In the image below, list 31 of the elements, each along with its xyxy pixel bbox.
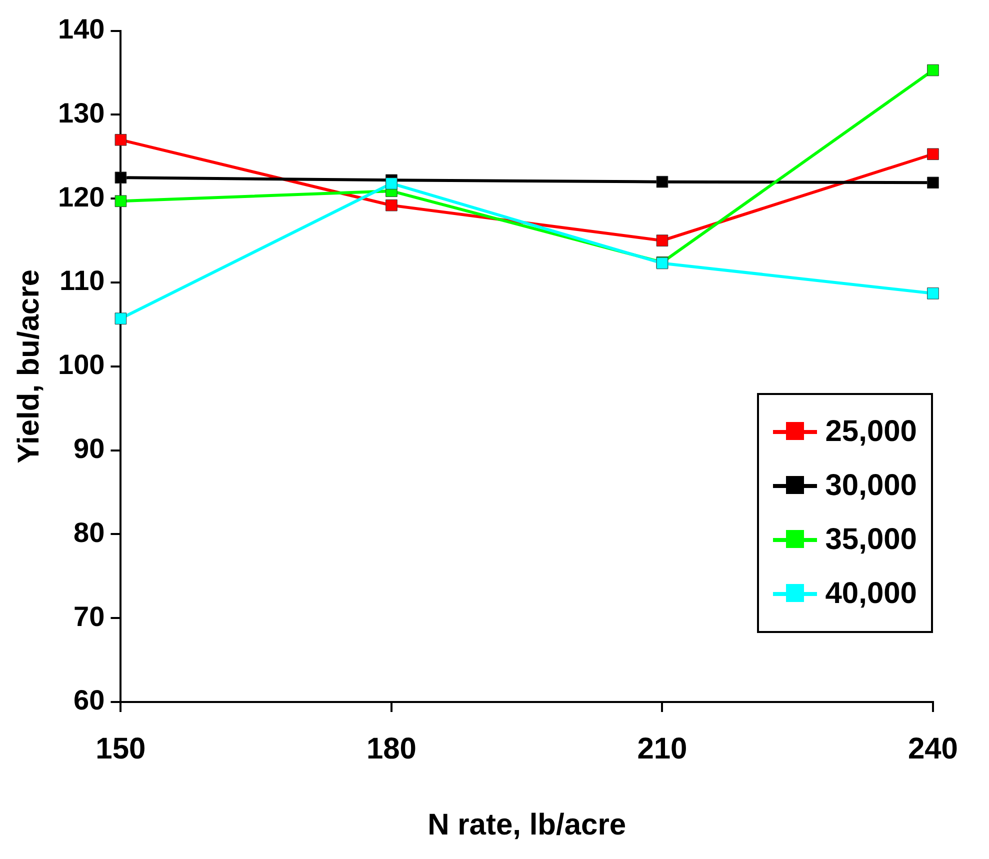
point — [386, 199, 398, 212]
point — [114, 172, 127, 184]
point — [114, 134, 127, 146]
y-tick-label: 110 — [60, 265, 105, 296]
point — [927, 64, 939, 76]
y-tick-label: 140 — [58, 14, 105, 45]
x-tick-label: 180 — [366, 732, 416, 766]
legend-label: 35,000 — [825, 523, 917, 557]
point — [927, 148, 939, 160]
y-tick-label: 60 — [74, 684, 105, 716]
y-tick-label: 90 — [74, 433, 105, 464]
legend-label: 40,000 — [825, 577, 917, 611]
point — [114, 195, 127, 208]
point — [656, 234, 668, 246]
x-tick-label: 150 — [96, 732, 146, 766]
point — [927, 288, 939, 300]
y-tick-label: 100 — [58, 349, 105, 380]
x-tick-label: 210 — [637, 732, 688, 766]
y-tick-label: 80 — [74, 516, 105, 548]
legend-label: 25,000 — [825, 415, 917, 449]
y-axis-title: Yield, bu/acre — [12, 269, 46, 464]
x-axis-title: N rate, lb/acre — [428, 808, 626, 842]
y-tick-label: 130 — [58, 97, 105, 128]
point — [114, 312, 127, 324]
point — [927, 176, 939, 189]
y-tick-label: 70 — [74, 600, 105, 632]
y-tick-label: 120 — [58, 181, 105, 212]
point — [386, 178, 398, 190]
x-tick-label: 240 — [908, 732, 958, 766]
legend-label: 30,000 — [825, 469, 917, 503]
point — [656, 176, 668, 188]
